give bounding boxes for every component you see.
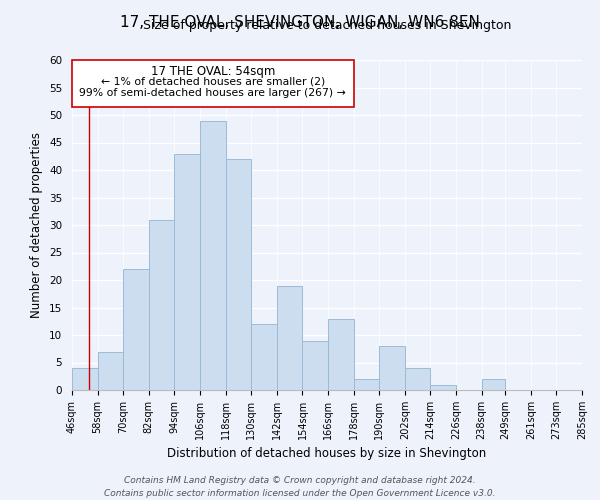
Text: 17, THE OVAL, SHEVINGTON, WIGAN, WN6 8EN: 17, THE OVAL, SHEVINGTON, WIGAN, WN6 8EN — [120, 15, 480, 30]
Text: Contains HM Land Registry data © Crown copyright and database right 2024.
Contai: Contains HM Land Registry data © Crown c… — [104, 476, 496, 498]
Bar — [251, 324, 277, 390]
Bar — [200, 120, 226, 390]
Bar — [302, 340, 328, 390]
Text: 17 THE OVAL: 54sqm: 17 THE OVAL: 54sqm — [151, 66, 275, 78]
Bar — [328, 318, 353, 390]
Text: ← 1% of detached houses are smaller (2): ← 1% of detached houses are smaller (2) — [101, 76, 325, 86]
Title: Size of property relative to detached houses in Shevington: Size of property relative to detached ho… — [143, 20, 511, 32]
Bar — [482, 379, 505, 390]
Bar — [175, 154, 200, 390]
Bar — [98, 352, 123, 390]
Bar — [123, 269, 149, 390]
Bar — [405, 368, 430, 390]
Bar — [72, 368, 98, 390]
Bar — [149, 220, 175, 390]
Bar — [226, 159, 251, 390]
Bar — [353, 379, 379, 390]
Text: 99% of semi-detached houses are larger (267) →: 99% of semi-detached houses are larger (… — [79, 88, 346, 98]
Bar — [379, 346, 405, 390]
Y-axis label: Number of detached properties: Number of detached properties — [31, 132, 43, 318]
Bar — [277, 286, 302, 390]
Bar — [430, 384, 456, 390]
X-axis label: Distribution of detached houses by size in Shevington: Distribution of detached houses by size … — [167, 448, 487, 460]
Bar — [72, 60, 353, 107]
